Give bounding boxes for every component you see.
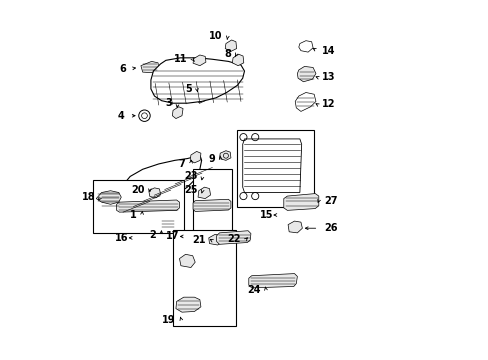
Polygon shape (151, 58, 244, 103)
Text: 4: 4 (118, 111, 124, 121)
Text: 14: 14 (322, 46, 335, 56)
Text: 12: 12 (322, 99, 335, 109)
Text: 15: 15 (259, 210, 272, 220)
Polygon shape (248, 274, 297, 288)
Text: 7: 7 (179, 159, 185, 169)
Polygon shape (196, 90, 205, 103)
Polygon shape (232, 54, 244, 66)
Bar (93, 180, 183, 233)
Text: 20: 20 (131, 185, 144, 195)
Polygon shape (148, 188, 160, 198)
Text: 2: 2 (149, 230, 156, 240)
Polygon shape (160, 219, 176, 229)
Text: 16: 16 (115, 233, 128, 243)
Polygon shape (96, 191, 121, 204)
Polygon shape (297, 66, 315, 82)
Polygon shape (198, 187, 210, 199)
Polygon shape (287, 221, 302, 233)
Text: 19: 19 (162, 315, 176, 325)
Polygon shape (114, 155, 201, 216)
Text: 27: 27 (323, 197, 337, 206)
Text: 22: 22 (227, 234, 241, 244)
Bar (173, 230, 235, 327)
Text: 9: 9 (208, 154, 215, 163)
Polygon shape (179, 254, 195, 267)
Polygon shape (298, 41, 312, 52)
Polygon shape (219, 151, 230, 160)
Polygon shape (283, 194, 318, 210)
Polygon shape (141, 62, 159, 73)
Polygon shape (190, 152, 201, 163)
Bar (237, 130, 313, 207)
Polygon shape (242, 139, 301, 193)
Polygon shape (193, 55, 205, 66)
Text: 23: 23 (183, 171, 197, 181)
Text: 17: 17 (165, 231, 179, 242)
Polygon shape (193, 199, 230, 211)
Text: 21: 21 (192, 235, 205, 245)
Text: 1: 1 (130, 210, 136, 220)
Text: 26: 26 (323, 223, 337, 233)
Text: 10: 10 (208, 31, 222, 41)
Text: 6: 6 (119, 64, 125, 73)
Polygon shape (225, 40, 236, 51)
Text: 8: 8 (224, 49, 230, 59)
Text: 24: 24 (246, 285, 260, 295)
Text: 25: 25 (183, 185, 197, 195)
Text: 5: 5 (184, 84, 191, 94)
Polygon shape (116, 200, 179, 212)
Polygon shape (100, 187, 121, 212)
Bar (192, 169, 231, 232)
Polygon shape (176, 297, 201, 312)
Text: 18: 18 (81, 192, 95, 202)
Text: 11: 11 (174, 54, 187, 64)
Polygon shape (295, 93, 315, 111)
Text: 13: 13 (322, 72, 335, 82)
Polygon shape (216, 231, 250, 244)
Polygon shape (172, 107, 183, 118)
Polygon shape (208, 234, 223, 245)
Text: 3: 3 (165, 98, 172, 108)
